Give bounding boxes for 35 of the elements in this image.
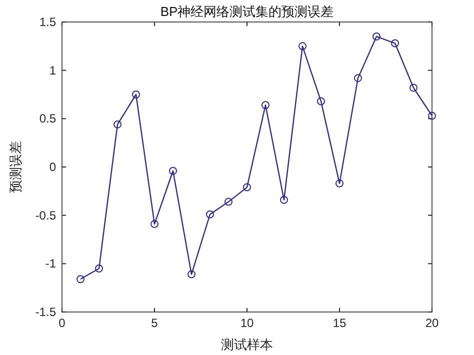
x-tick-label: 15: [332, 316, 346, 330]
x-tick-label: 5: [151, 316, 158, 330]
y-tick-label: 1.5: [39, 15, 56, 29]
y-axis-title: 预测误差: [8, 141, 23, 193]
point: [76, 275, 84, 284]
point: [206, 210, 214, 218]
point: [169, 166, 177, 175]
y-tick-label: -1.5: [35, 305, 56, 319]
point: [132, 90, 140, 98]
point: [188, 270, 196, 278]
point: [354, 74, 362, 82]
point: [114, 120, 122, 128]
point: [428, 112, 436, 120]
x-tick-label: 20: [425, 316, 439, 330]
point: [262, 101, 270, 110]
x-tick-label: 0: [58, 316, 66, 330]
point: [410, 84, 418, 92]
chart-title: BP神经网络测试集的预测误差: [160, 4, 334, 19]
point: [224, 198, 232, 206]
y-tick-label: -1: [45, 256, 56, 271]
point: [317, 97, 325, 106]
y-tick-label: -0.5: [35, 208, 56, 222]
point: [95, 264, 103, 272]
point: [243, 183, 251, 192]
point: [391, 39, 399, 48]
y-tick-label: 0.5: [39, 112, 56, 126]
point: [336, 179, 344, 188]
point: [372, 32, 380, 40]
y-tick-label: 1: [49, 63, 56, 78]
point: [150, 220, 158, 228]
y-tick-label: 0: [49, 160, 56, 174]
point: [280, 196, 288, 204]
point: [298, 42, 306, 50]
x-tick-label: 10: [240, 316, 254, 330]
x-axis-title: 测试样本: [221, 337, 273, 352]
